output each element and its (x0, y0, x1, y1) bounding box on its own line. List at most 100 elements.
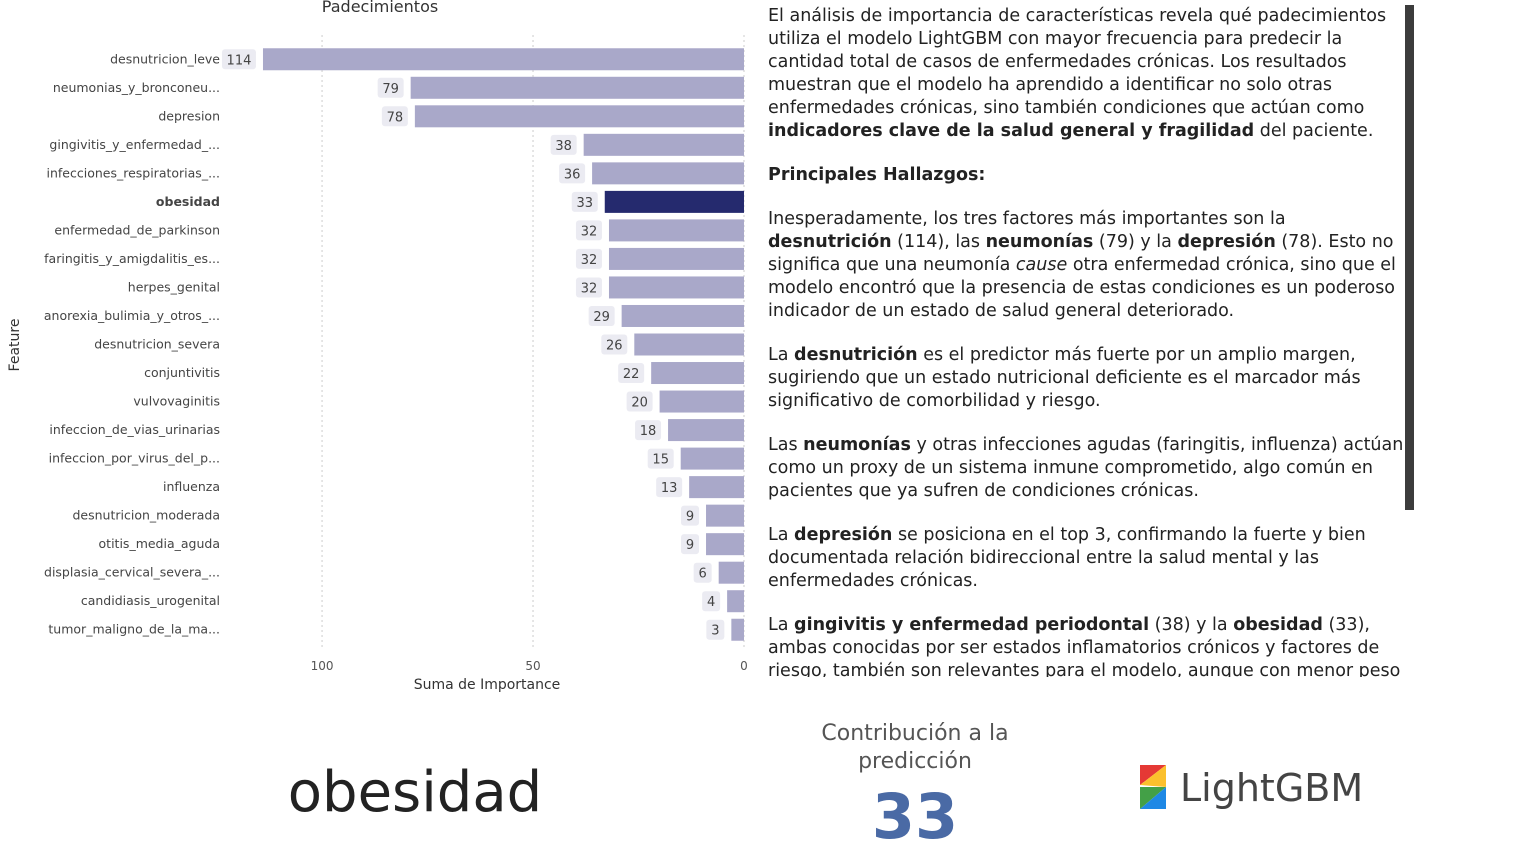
value-label: 3 (711, 624, 719, 639)
text-run: se posiciona en el top 3, confirmando la… (768, 525, 1366, 591)
bar (680, 447, 744, 470)
text-run: desnutrición (794, 345, 918, 365)
y-tick-label: obesidad (156, 194, 220, 209)
text-run: neumonías (985, 232, 1094, 252)
selected-card: obesidad (287, 760, 543, 825)
bar (634, 333, 744, 356)
x-tick-label: 50 (525, 659, 540, 673)
y-axis-title: Feature (7, 319, 23, 372)
value-label-bg (601, 334, 628, 355)
text-panel: El análisis de importancia de caracterís… (768, 5, 1408, 677)
value-label-bg (575, 277, 602, 298)
text-run: La (768, 345, 795, 365)
y-tick-label: vulvovaginitis (133, 394, 220, 409)
value-label-bg (559, 163, 586, 184)
value-label-bg (575, 220, 602, 241)
text-run: depresión (1177, 232, 1276, 252)
card-value: 33 (871, 780, 959, 853)
value-label: 26 (606, 339, 623, 354)
text-run: del paciente. (1254, 121, 1374, 141)
x-axis-title: Suma de Importance (414, 677, 561, 693)
bar (727, 590, 744, 613)
bar (651, 362, 744, 385)
y-tick-label: neumonias_y_bronconeu... (53, 80, 220, 95)
bar (731, 618, 744, 641)
scrollbar[interactable] (1405, 5, 1414, 510)
bar (592, 162, 744, 185)
bar (621, 304, 744, 327)
text-run: obesidad (1233, 615, 1323, 635)
value-label-bg (656, 477, 683, 498)
bar (410, 76, 744, 99)
chart: Padecimientos Suma de Importance Feature… (7, 0, 748, 693)
text-run: (78). Esto no significa que una neumonía (768, 232, 1394, 275)
x-tick-label: 0 (740, 659, 748, 673)
paragraph: Inesperadamente, los tres factores más i… (768, 208, 1408, 323)
logo-icon (1140, 765, 1166, 809)
y-tick-label: anorexia_bulimia_y_otros_... (44, 308, 220, 323)
value-label: 13 (661, 481, 678, 496)
text-run: y otras infecciones agudas (faringitis, … (768, 435, 1404, 501)
value-label: 79 (382, 82, 399, 97)
y-tick-label: gingivitis_y_enfermedad_... (49, 137, 220, 152)
value-label: 22 (623, 367, 640, 382)
y-tick-label: infeccion_por_virus_del_p... (49, 451, 220, 466)
bar (689, 476, 744, 499)
text-run: (38) y la (1149, 615, 1234, 635)
y-tick-label: desnutricion_leve (110, 51, 220, 66)
logo-text: LightGBM (1180, 766, 1364, 810)
value-label: 33 (576, 196, 593, 211)
value-label-bg (626, 391, 653, 412)
value-label: 6 (699, 567, 707, 582)
value-label-bg (381, 106, 408, 127)
bar (668, 419, 744, 442)
value-label-bg (588, 305, 615, 326)
value-label: 114 (227, 53, 252, 68)
value-label-bg (575, 248, 602, 269)
chart-title: Padecimientos (322, 0, 438, 16)
bar (706, 533, 744, 556)
value-label: 32 (581, 253, 598, 268)
bar (608, 247, 744, 270)
text-run: (33), ambas conocidas por ser estados in… (768, 615, 1401, 677)
y-tick-label: desnutricion_severa (94, 337, 220, 352)
text-run: El análisis de importancia de caracterís… (768, 6, 1387, 118)
paragraph: El análisis de importancia de caracterís… (768, 5, 1408, 143)
bar (414, 105, 744, 128)
text-run: La (768, 615, 795, 635)
bar (583, 133, 744, 156)
paragraph: Principales Hallazgos: (768, 164, 1408, 187)
text-run: cause (1015, 255, 1068, 275)
value-label: 38 (555, 139, 572, 154)
bar (608, 276, 744, 299)
value-label-bg (221, 49, 256, 70)
value-label-bg (706, 619, 725, 640)
text-run: La (768, 525, 795, 545)
text-run: otra enfermedad crónica, sino que el mod… (768, 255, 1396, 321)
value-label: 36 (564, 167, 581, 182)
text-run: (114), las (891, 232, 986, 252)
y-tick-label: depresion (158, 108, 220, 123)
text-run: Las (768, 435, 804, 455)
text-run: Inesperadamente, los tres factores más i… (768, 209, 1286, 229)
bar (608, 219, 744, 242)
value-label: 29 (593, 310, 610, 325)
value-label-bg (550, 134, 577, 155)
text-run: Principales Hallazgos: (768, 165, 986, 185)
y-tick-label: conjuntivitis (144, 365, 220, 380)
value-label: 32 (581, 224, 598, 239)
paragraph: La depresión se posiciona en el top 3, c… (768, 524, 1408, 593)
paragraph: La desnutrición es el predictor más fuer… (768, 344, 1408, 413)
text-run: desnutrición (768, 232, 892, 252)
value-label: 32 (581, 281, 598, 296)
value-label-bg (647, 448, 674, 469)
y-tick-label: tumor_maligno_de_la_ma... (48, 622, 220, 637)
text-run: indicadores clave de la salud general y … (768, 121, 1255, 141)
y-tick-label: otitis_media_aguda (99, 536, 220, 551)
value-label: 18 (640, 424, 657, 439)
value-label-bg (635, 420, 662, 441)
y-tick-label: candidiasis_urogenital (81, 593, 220, 608)
y-tick-label: infecciones_respiratorias_... (46, 165, 220, 180)
y-tick-label: desnutricion_moderada (72, 508, 220, 523)
